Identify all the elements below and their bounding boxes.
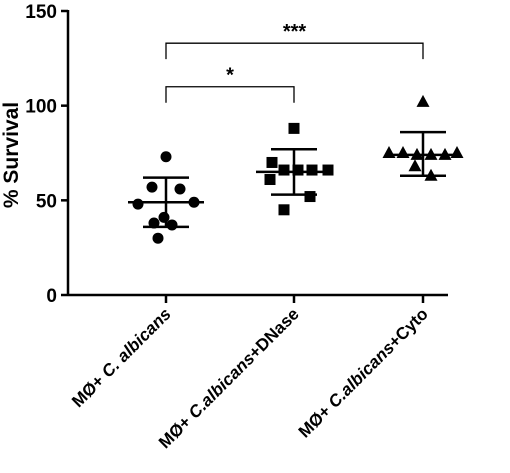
- data-point-square: [278, 204, 290, 216]
- category-label: MØ+ C.albicans+Cyto: [295, 304, 432, 441]
- category-label-species: C.albicans: [325, 338, 399, 412]
- data-point-triangle: [438, 147, 452, 160]
- data-point-circle: [158, 211, 170, 223]
- significance-label: *: [226, 65, 234, 87]
- data-point-triangle: [450, 146, 464, 158]
- y-tick-label: 50: [36, 191, 57, 212]
- data-point-square: [292, 164, 304, 176]
- data-point-square: [278, 164, 290, 176]
- data-point-triangle: [424, 168, 438, 181]
- data-point-circle: [166, 219, 178, 231]
- category-label: MØ+ C.albicans+DNase: [155, 304, 303, 452]
- category-label: MØ+ C. albicans: [68, 304, 175, 411]
- significance-bracket: [165, 42, 424, 60]
- category-label-suffix: +Cyto: [385, 304, 432, 351]
- data-point-circle: [160, 151, 172, 163]
- data-point-square: [322, 164, 334, 176]
- error-bars: [128, 130, 461, 229]
- data-point-square: [288, 122, 300, 134]
- significance-bracket: [165, 86, 295, 103]
- axes: 0 50 100 150: [25, 2, 448, 307]
- data-point-circle: [146, 181, 158, 193]
- data-point-square: [264, 174, 276, 186]
- category-label-suffix: +DNase: [245, 304, 303, 362]
- data-point-triangle: [408, 159, 422, 172]
- data-point-circle: [148, 217, 160, 229]
- data-point-circle: [174, 183, 186, 195]
- y-tick-label: 150: [25, 2, 57, 23]
- data-point-triangle: [410, 147, 424, 160]
- significance-label: ***: [283, 21, 307, 43]
- y-tick-label: 100: [25, 97, 57, 118]
- category-label-species: C. albicans: [98, 304, 175, 381]
- data-point-triangle: [382, 146, 396, 158]
- data-point-circle: [152, 232, 164, 244]
- data-point-triangle: [424, 147, 438, 160]
- data-point-square: [304, 191, 316, 203]
- y-axis-title: % Survival: [0, 102, 23, 208]
- data-points: [132, 94, 464, 244]
- significance-brackets: ****: [165, 21, 424, 103]
- data-point-triangle: [396, 146, 410, 158]
- category-label-species: C.albicans: [185, 349, 259, 423]
- data-point-square: [306, 164, 318, 176]
- data-point-circle: [132, 198, 144, 210]
- data-point-circle: [188, 196, 200, 208]
- y-tick-label: 0: [46, 286, 57, 307]
- data-point-triangle: [416, 94, 430, 107]
- data-point-square: [266, 156, 278, 168]
